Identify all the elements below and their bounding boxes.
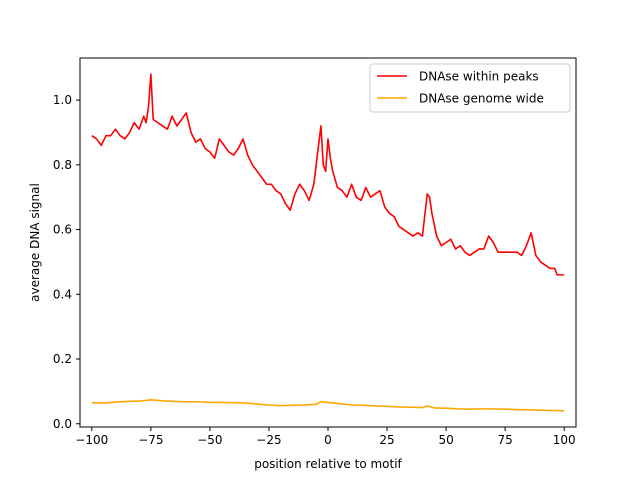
- legend-label-genome: DNAse genome wide: [419, 92, 544, 106]
- y-tick-label: 0.0: [53, 417, 72, 431]
- x-tick-label: 25: [379, 433, 394, 447]
- x-tick-label: 0: [324, 433, 332, 447]
- x-tick-label: 75: [498, 433, 513, 447]
- x-tick-label: −50: [197, 433, 222, 447]
- y-tick-label: 1.0: [53, 93, 72, 107]
- legend: DNAse within peaks DNAse genome wide: [369, 63, 571, 113]
- y-axis: 0.0 0.2 0.4 0.6 0.8 1.0: [53, 93, 80, 431]
- x-axis: −100 −75 −50 −25 0 25 50 75 100: [75, 427, 576, 447]
- legend-label-peaks: DNAse within peaks: [419, 70, 539, 84]
- y-tick-label: 0.6: [53, 223, 72, 237]
- y-tick-label: 0.8: [53, 158, 72, 172]
- series-line-1: [91, 399, 565, 412]
- x-tick-label: 100: [553, 433, 576, 447]
- x-axis-label: position relative to motif: [254, 457, 402, 471]
- y-tick-label: 0.2: [53, 352, 72, 366]
- y-tick-label: 0.4: [53, 287, 72, 301]
- series-line-0: [91, 73, 565, 276]
- plot-lines: [91, 73, 565, 412]
- x-tick-label: −100: [75, 433, 108, 447]
- x-tick-label: 50: [438, 433, 453, 447]
- legend-box: [369, 63, 571, 113]
- x-tick-label: −25: [256, 433, 281, 447]
- x-tick-label: −75: [138, 433, 163, 447]
- y-axis-label: average DNA signal: [28, 183, 42, 302]
